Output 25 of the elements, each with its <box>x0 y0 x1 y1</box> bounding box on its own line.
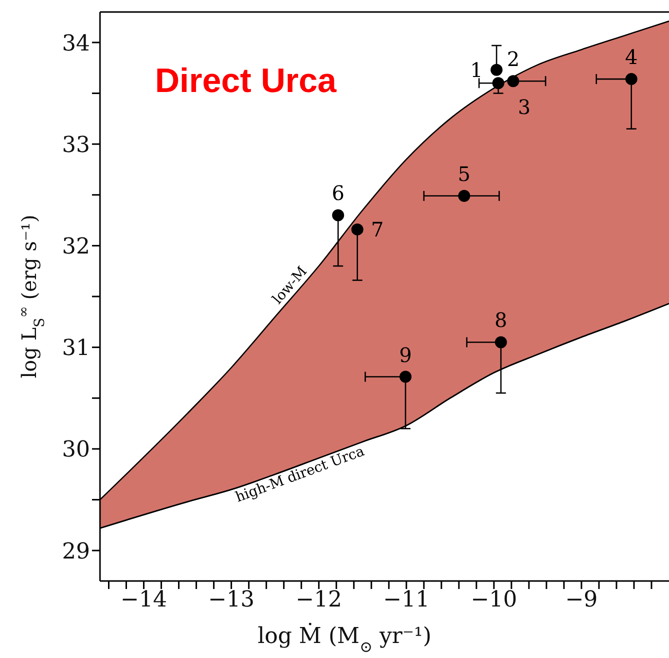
x-tick-label: −14 <box>120 588 167 613</box>
y-tick-label: 34 <box>62 31 90 56</box>
x-tick-label: −12 <box>296 588 342 613</box>
y-tick-label: 33 <box>62 132 90 158</box>
x-axis-title: log Ṁ (M$_{⊙}$ yr⁻¹) <box>258 622 432 656</box>
point <box>458 190 470 202</box>
annotation: 8 <box>494 308 508 332</box>
x-tick-label: −11 <box>383 588 430 613</box>
x-tick-label: −10 <box>470 588 518 613</box>
x-tick-label: −9 <box>565 588 598 613</box>
y-tick-label: 29 <box>62 539 90 564</box>
annotation: 9 <box>399 342 412 367</box>
point <box>490 64 503 76</box>
annotation: 6 <box>332 181 344 206</box>
y-tick-label: 30 <box>62 438 90 463</box>
x-tick-label: −13 <box>208 588 255 613</box>
y-tick-label: 31 <box>62 336 90 362</box>
annotation: 2 <box>506 47 520 72</box>
annotation: 7 <box>370 217 384 242</box>
annotation: 1 <box>470 58 483 82</box>
annotation: 3 <box>518 95 531 120</box>
y-tick-label: 32 <box>62 234 90 260</box>
annotation: 5 <box>458 162 471 186</box>
annotation: 4 <box>624 45 638 70</box>
text: Direct Urca <box>155 62 338 100</box>
